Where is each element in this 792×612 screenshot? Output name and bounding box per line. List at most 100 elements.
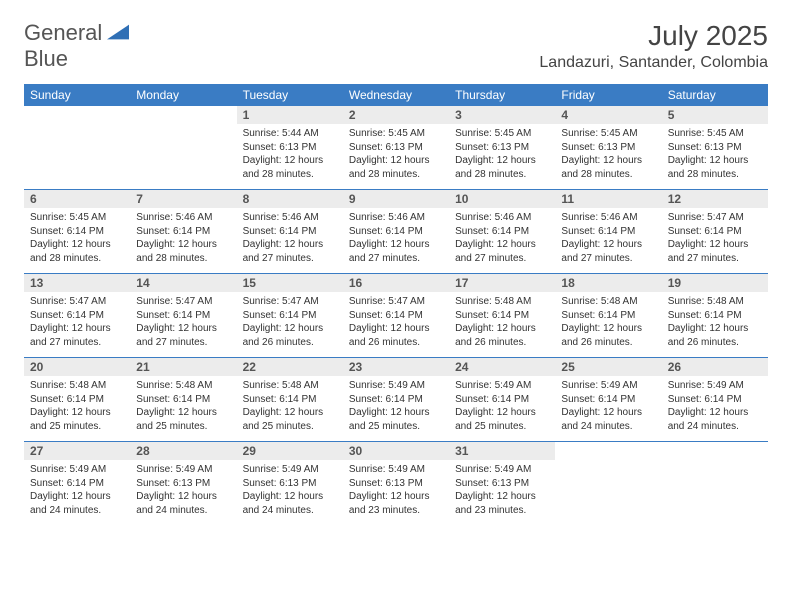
day-number: 20 xyxy=(24,358,130,376)
calendar-day-cell: 23Sunrise: 5:49 AMSunset: 6:14 PMDayligh… xyxy=(343,358,449,442)
brand-logo: General Blue xyxy=(24,20,129,72)
day-number: 11 xyxy=(555,190,661,208)
day-data: Sunrise: 5:46 AMSunset: 6:14 PMDaylight:… xyxy=(449,208,555,273)
day-number: 17 xyxy=(449,274,555,292)
title-block: July 2025 Landazuri, Santander, Colombia xyxy=(539,20,768,72)
day-data: Sunrise: 5:46 AMSunset: 6:14 PMDaylight:… xyxy=(130,208,236,273)
calendar-day-cell: 19Sunrise: 5:48 AMSunset: 6:14 PMDayligh… xyxy=(662,274,768,358)
calendar-day-cell: 14Sunrise: 5:47 AMSunset: 6:14 PMDayligh… xyxy=(130,274,236,358)
calendar-day-cell: 0 xyxy=(24,106,130,190)
calendar-day-cell: 8Sunrise: 5:46 AMSunset: 6:14 PMDaylight… xyxy=(237,190,343,274)
calendar-day-cell: 0 xyxy=(662,442,768,526)
day-data: Sunrise: 5:46 AMSunset: 6:14 PMDaylight:… xyxy=(343,208,449,273)
day-data: Sunrise: 5:46 AMSunset: 6:14 PMDaylight:… xyxy=(237,208,343,273)
day-header: Sunday xyxy=(24,84,130,106)
calendar-day-cell: 31Sunrise: 5:49 AMSunset: 6:13 PMDayligh… xyxy=(449,442,555,526)
day-data: Sunrise: 5:49 AMSunset: 6:14 PMDaylight:… xyxy=(343,376,449,441)
month-title: July 2025 xyxy=(539,20,768,52)
day-number: 30 xyxy=(343,442,449,460)
calendar-day-cell: 10Sunrise: 5:46 AMSunset: 6:14 PMDayligh… xyxy=(449,190,555,274)
day-data: Sunrise: 5:47 AMSunset: 6:14 PMDaylight:… xyxy=(24,292,130,357)
calendar-day-cell: 3Sunrise: 5:45 AMSunset: 6:13 PMDaylight… xyxy=(449,106,555,190)
calendar-day-cell: 13Sunrise: 5:47 AMSunset: 6:14 PMDayligh… xyxy=(24,274,130,358)
calendar-day-cell: 18Sunrise: 5:48 AMSunset: 6:14 PMDayligh… xyxy=(555,274,661,358)
day-number: 10 xyxy=(449,190,555,208)
calendar-day-cell: 1Sunrise: 5:44 AMSunset: 6:13 PMDaylight… xyxy=(237,106,343,190)
day-data: Sunrise: 5:49 AMSunset: 6:13 PMDaylight:… xyxy=(449,460,555,525)
day-number: 8 xyxy=(237,190,343,208)
day-number: 1 xyxy=(237,106,343,124)
day-data: Sunrise: 5:49 AMSunset: 6:14 PMDaylight:… xyxy=(555,376,661,441)
calendar-week-row: 13Sunrise: 5:47 AMSunset: 6:14 PMDayligh… xyxy=(24,274,768,358)
calendar-day-cell: 28Sunrise: 5:49 AMSunset: 6:13 PMDayligh… xyxy=(130,442,236,526)
day-number: 14 xyxy=(130,274,236,292)
brand-word2: Blue xyxy=(24,46,68,71)
calendar-day-cell: 20Sunrise: 5:48 AMSunset: 6:14 PMDayligh… xyxy=(24,358,130,442)
day-number: 7 xyxy=(130,190,236,208)
day-header: Monday xyxy=(130,84,236,106)
day-data: Sunrise: 5:48 AMSunset: 6:14 PMDaylight:… xyxy=(449,292,555,357)
calendar-day-cell: 7Sunrise: 5:46 AMSunset: 6:14 PMDaylight… xyxy=(130,190,236,274)
day-number: 2 xyxy=(343,106,449,124)
day-number: 13 xyxy=(24,274,130,292)
location: Landazuri, Santander, Colombia xyxy=(539,54,768,72)
day-data: Sunrise: 5:47 AMSunset: 6:14 PMDaylight:… xyxy=(130,292,236,357)
day-data: Sunrise: 5:46 AMSunset: 6:14 PMDaylight:… xyxy=(555,208,661,273)
day-header: Friday xyxy=(555,84,661,106)
calendar-day-cell: 21Sunrise: 5:48 AMSunset: 6:14 PMDayligh… xyxy=(130,358,236,442)
calendar-day-cell: 27Sunrise: 5:49 AMSunset: 6:14 PMDayligh… xyxy=(24,442,130,526)
day-number: 18 xyxy=(555,274,661,292)
calendar-week-row: 20Sunrise: 5:48 AMSunset: 6:14 PMDayligh… xyxy=(24,358,768,442)
day-data: Sunrise: 5:48 AMSunset: 6:14 PMDaylight:… xyxy=(662,292,768,357)
day-number: 5 xyxy=(662,106,768,124)
day-number: 28 xyxy=(130,442,236,460)
day-data: Sunrise: 5:47 AMSunset: 6:14 PMDaylight:… xyxy=(343,292,449,357)
calendar-day-cell: 2Sunrise: 5:45 AMSunset: 6:13 PMDaylight… xyxy=(343,106,449,190)
day-data: Sunrise: 5:47 AMSunset: 6:14 PMDaylight:… xyxy=(237,292,343,357)
day-header-row: Sunday Monday Tuesday Wednesday Thursday… xyxy=(24,84,768,106)
day-number: 29 xyxy=(237,442,343,460)
day-data: Sunrise: 5:45 AMSunset: 6:14 PMDaylight:… xyxy=(24,208,130,273)
calendar-day-cell: 30Sunrise: 5:49 AMSunset: 6:13 PMDayligh… xyxy=(343,442,449,526)
day-data: Sunrise: 5:45 AMSunset: 6:13 PMDaylight:… xyxy=(555,124,661,189)
day-data: Sunrise: 5:45 AMSunset: 6:13 PMDaylight:… xyxy=(449,124,555,189)
calendar-day-cell: 9Sunrise: 5:46 AMSunset: 6:14 PMDaylight… xyxy=(343,190,449,274)
day-number: 23 xyxy=(343,358,449,376)
brand-word1: General xyxy=(24,20,102,45)
day-data: Sunrise: 5:48 AMSunset: 6:14 PMDaylight:… xyxy=(130,376,236,441)
day-data: Sunrise: 5:49 AMSunset: 6:14 PMDaylight:… xyxy=(24,460,130,525)
day-data: Sunrise: 5:48 AMSunset: 6:14 PMDaylight:… xyxy=(237,376,343,441)
calendar-day-cell: 0 xyxy=(130,106,236,190)
calendar-week-row: 27Sunrise: 5:49 AMSunset: 6:14 PMDayligh… xyxy=(24,442,768,526)
calendar-day-cell: 0 xyxy=(555,442,661,526)
calendar-day-cell: 6Sunrise: 5:45 AMSunset: 6:14 PMDaylight… xyxy=(24,190,130,274)
calendar-day-cell: 25Sunrise: 5:49 AMSunset: 6:14 PMDayligh… xyxy=(555,358,661,442)
calendar-day-cell: 29Sunrise: 5:49 AMSunset: 6:13 PMDayligh… xyxy=(237,442,343,526)
day-number: 26 xyxy=(662,358,768,376)
day-data: Sunrise: 5:45 AMSunset: 6:13 PMDaylight:… xyxy=(662,124,768,189)
day-data: Sunrise: 5:44 AMSunset: 6:13 PMDaylight:… xyxy=(237,124,343,189)
calendar-day-cell: 26Sunrise: 5:49 AMSunset: 6:14 PMDayligh… xyxy=(662,358,768,442)
day-number: 9 xyxy=(343,190,449,208)
day-data: Sunrise: 5:48 AMSunset: 6:14 PMDaylight:… xyxy=(555,292,661,357)
calendar-day-cell: 5Sunrise: 5:45 AMSunset: 6:13 PMDaylight… xyxy=(662,106,768,190)
logo-triangle-icon xyxy=(107,24,129,40)
day-number: 31 xyxy=(449,442,555,460)
calendar-day-cell: 12Sunrise: 5:47 AMSunset: 6:14 PMDayligh… xyxy=(662,190,768,274)
calendar-day-cell: 22Sunrise: 5:48 AMSunset: 6:14 PMDayligh… xyxy=(237,358,343,442)
logo-text-wrap: General Blue xyxy=(24,20,129,72)
day-header: Saturday xyxy=(662,84,768,106)
calendar-day-cell: 24Sunrise: 5:49 AMSunset: 6:14 PMDayligh… xyxy=(449,358,555,442)
day-number: 16 xyxy=(343,274,449,292)
calendar-week-row: 6Sunrise: 5:45 AMSunset: 6:14 PMDaylight… xyxy=(24,190,768,274)
day-number: 25 xyxy=(555,358,661,376)
calendar-day-cell: 16Sunrise: 5:47 AMSunset: 6:14 PMDayligh… xyxy=(343,274,449,358)
calendar-week-row: 0 0 1Sunrise: 5:44 AMSunset: 6:13 PMDayl… xyxy=(24,106,768,190)
day-data: Sunrise: 5:49 AMSunset: 6:13 PMDaylight:… xyxy=(130,460,236,525)
day-header: Tuesday xyxy=(237,84,343,106)
calendar-day-cell: 17Sunrise: 5:48 AMSunset: 6:14 PMDayligh… xyxy=(449,274,555,358)
day-header: Thursday xyxy=(449,84,555,106)
day-number: 19 xyxy=(662,274,768,292)
day-number: 27 xyxy=(24,442,130,460)
day-data: Sunrise: 5:49 AMSunset: 6:13 PMDaylight:… xyxy=(237,460,343,525)
